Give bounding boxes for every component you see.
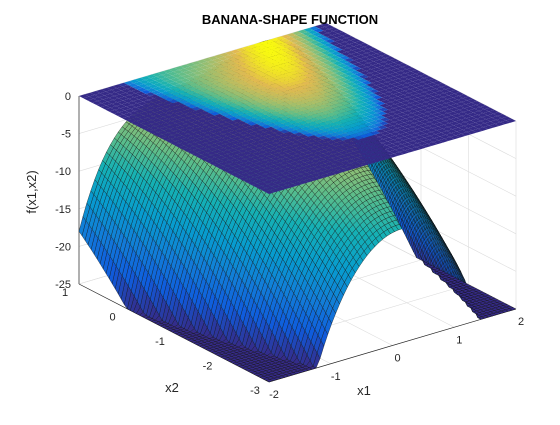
surface-chart: -2-101210-1-2-30-5-10-15-20-25 BANANA-SH…	[0, 0, 560, 420]
figure: -2-101210-1-2-30-5-10-15-20-25 BANANA-SH…	[0, 0, 560, 420]
